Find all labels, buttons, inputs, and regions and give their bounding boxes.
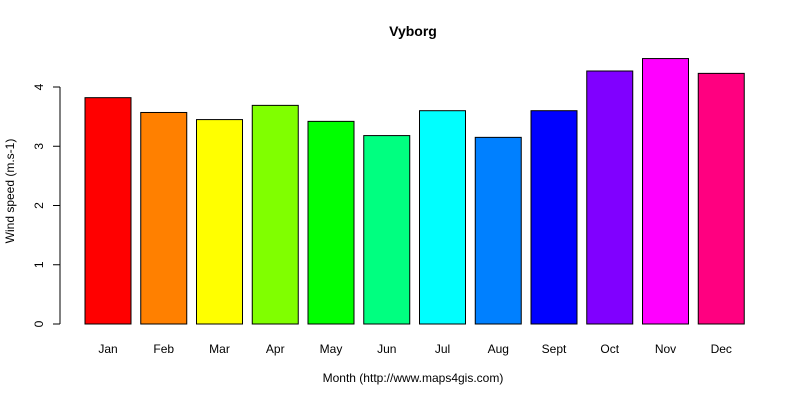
- bar-jan: [84, 97, 132, 325]
- bar-feb: [140, 111, 188, 325]
- y-axis-label: Wind speed (m.s-1): [3, 139, 17, 244]
- bar-sept: [530, 110, 578, 325]
- x-tick-label: Oct: [600, 342, 619, 356]
- bar-jun: [363, 135, 411, 325]
- bar-nov: [642, 58, 689, 325]
- bar-jul: [419, 110, 466, 325]
- x-tick-label: Dec: [711, 342, 732, 356]
- x-tick-label: Feb: [153, 342, 174, 356]
- y-tick-label: 1: [32, 261, 46, 268]
- x-axis-ticks: Jan Feb Mar Apr May Jun Jul Aug Sept Oct Nov Dec: [98, 342, 732, 356]
- x-tick-label: Sept: [542, 342, 567, 356]
- x-tick-label: Apr: [266, 342, 285, 356]
- bar-oct: [586, 70, 634, 325]
- bar-dec: [697, 72, 745, 325]
- x-tick-label: Jul: [435, 342, 450, 356]
- y-tick-label: 4: [32, 83, 46, 90]
- y-axis-ticks: 0 1 2 3 4: [32, 83, 60, 327]
- bar-aug: [474, 136, 522, 325]
- chart-title: Vyborg: [389, 23, 437, 39]
- x-tick-label: Jun: [377, 342, 396, 356]
- x-tick-label: Mar: [209, 342, 230, 356]
- x-axis-label: Month (http://www.maps4gis.com): [323, 371, 504, 385]
- bar-mar: [196, 119, 243, 325]
- y-tick-label: 3: [32, 143, 46, 150]
- bars: [84, 58, 745, 325]
- x-tick-label: May: [320, 342, 343, 356]
- bar-may: [307, 120, 355, 325]
- bar-apr: [251, 104, 299, 325]
- x-tick-label: Nov: [655, 342, 676, 356]
- y-tick-label: 0: [32, 320, 46, 327]
- x-tick-label: Aug: [488, 342, 509, 356]
- x-tick-label: Jan: [98, 342, 117, 356]
- y-tick-label: 2: [32, 202, 46, 209]
